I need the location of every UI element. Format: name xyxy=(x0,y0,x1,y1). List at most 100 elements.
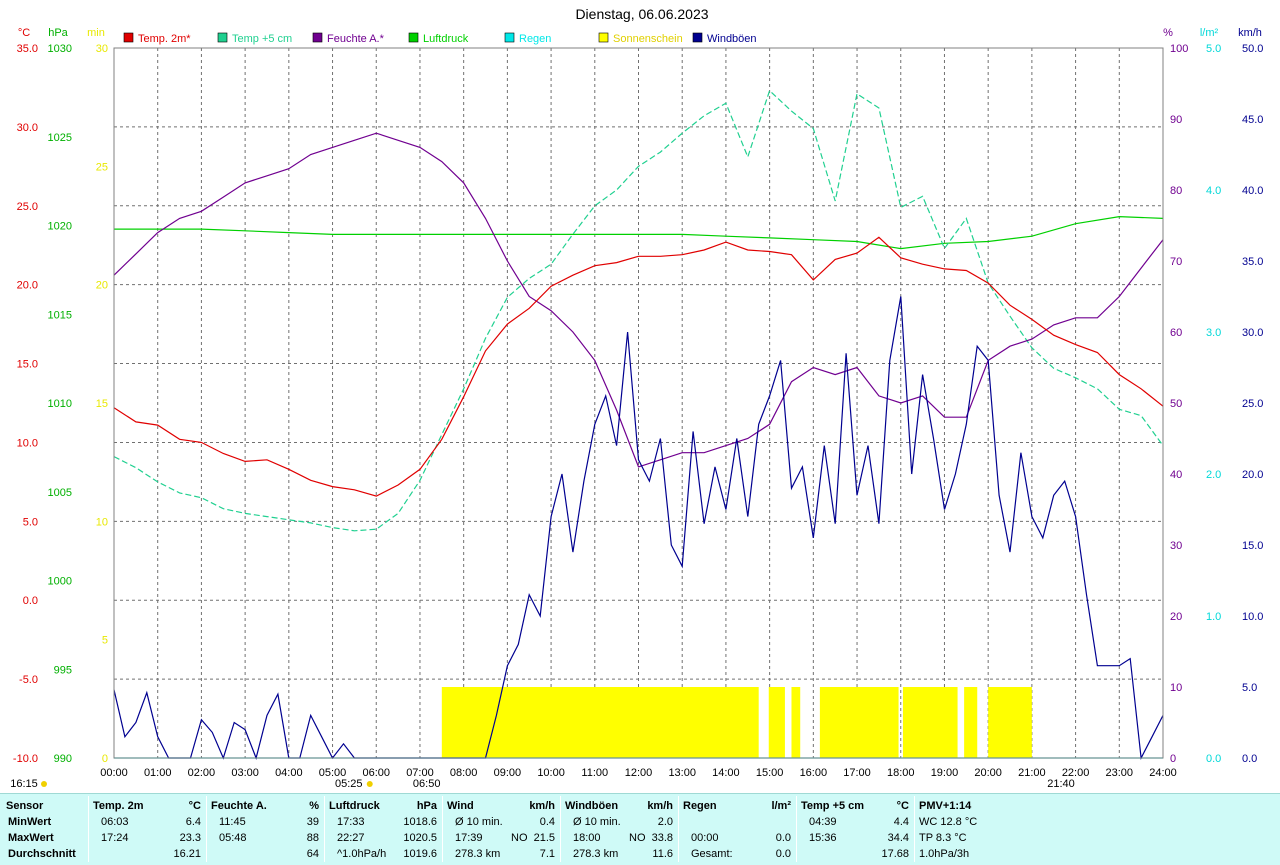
summary-col-wind: Wind km/h Ø 10 min. 0.4 17:39 NO 21.5 278.3 km 7… xyxy=(447,798,559,862)
wind-tick-label: 5.0 xyxy=(1242,682,1257,694)
temp-tick-label: 10.0 xyxy=(17,437,38,449)
humidity-tick-label: 30 xyxy=(1170,540,1182,552)
rain-tick-label: 5.0 xyxy=(1206,43,1221,55)
x-tick-label: 15:00 xyxy=(756,767,784,779)
temp-tick-label: 5.0 xyxy=(23,516,38,528)
summary-header: Luftdruck xyxy=(329,800,380,812)
x-tick-label: 16:00 xyxy=(800,767,828,779)
sun-icon xyxy=(366,781,373,787)
legend-swatch xyxy=(312,32,323,43)
x-tick-label: 22:00 xyxy=(1062,767,1090,779)
legend-label: Temp +5 cm xyxy=(232,33,292,45)
humidity-axis-unit: % xyxy=(1163,27,1173,39)
sunshine-bars xyxy=(441,687,1032,758)
sunshine-bar xyxy=(902,687,958,758)
chart-title: Dienstag, 06.06.2023 xyxy=(575,6,708,22)
legend-swatch xyxy=(504,32,515,43)
summary-unit: % xyxy=(309,800,319,812)
sun-moon-markers: 16:15 05:25 06:50 21:40 xyxy=(10,778,1075,790)
summary-header: Windböen xyxy=(565,800,619,812)
summary-unit: hPa xyxy=(416,800,437,812)
humidity-tick-label: 40 xyxy=(1170,469,1182,481)
series-line-luftdruck xyxy=(114,215,1164,250)
summary-separator xyxy=(914,796,915,862)
legend-label: Feuchte A.* xyxy=(327,33,385,45)
summary-value: 0.4 xyxy=(539,816,555,828)
summary-header: Sensor xyxy=(6,800,44,812)
sunshine-bar xyxy=(964,687,978,758)
summary-time: 17:33 xyxy=(337,816,365,828)
summary-time: 17:39 xyxy=(455,832,483,844)
humidity-tick-label: 50 xyxy=(1170,398,1182,410)
legend-label: Luftdruck xyxy=(423,33,469,45)
temp-tick-label: 35.0 xyxy=(17,43,38,55)
summary-unit: km/h xyxy=(647,800,673,812)
sunshine-bar xyxy=(441,687,759,758)
summary-col-temp2m: Temp. 2m °C 06:03 6.4 17:24 23.3 16.21 xyxy=(93,798,205,862)
summary-separator xyxy=(678,796,679,862)
summary-value: 88 xyxy=(306,832,319,844)
summary-time: 04:39 xyxy=(809,816,837,828)
summary-value: 4.4 xyxy=(893,816,909,828)
summary-header: Temp. 2m xyxy=(93,800,144,812)
sun-tick-label: 0 xyxy=(102,753,108,765)
x-tick-label: 12:00 xyxy=(625,767,653,779)
summary-time: WC 12.8 °C xyxy=(919,816,978,828)
axis-unit-labels: °C hPa min% l/m² km/h xyxy=(18,27,1262,39)
sunrise-label: 05:25 xyxy=(335,778,363,790)
summary-separator xyxy=(324,796,325,862)
summary-col-pmv: PMV+1:14 WC 12.8 °C TP 8.3 °C 1.0hPa/3h xyxy=(919,798,1039,862)
sun-tick-label: 20 xyxy=(96,280,108,292)
temp-tick-label: 30.0 xyxy=(17,122,38,134)
summary-separator xyxy=(88,796,89,862)
pressure-tick-label: 995 xyxy=(54,664,72,676)
summary-table: Sensor MinWert MaxWert Durchschnitt Temp. 2m… xyxy=(0,793,1280,865)
summary-row-label: MaxWert xyxy=(8,832,54,844)
humidity-tick-label: 60 xyxy=(1170,327,1182,339)
sun-tick-label: 15 xyxy=(96,398,108,410)
humidity-tick-label: 80 xyxy=(1170,185,1182,197)
legend-label: Temp. 2m* xyxy=(138,33,191,45)
summary-time: ^1.0hPa/h xyxy=(337,848,387,860)
pressure-tick-label: 1010 xyxy=(48,398,72,410)
summary-value: 0.0 xyxy=(775,848,791,860)
summary-separator xyxy=(442,796,443,862)
summary-time: 06:03 xyxy=(101,816,129,828)
x-tick-label: 19:00 xyxy=(931,767,959,779)
x-tick-label: 05:00 xyxy=(319,767,347,779)
x-tick-label: 02:00 xyxy=(188,767,216,779)
legend: Temp. 2m* Temp +5 cm Feuchte A.* Luftdruck R… xyxy=(123,32,757,45)
summary-header: Feuchte A. xyxy=(211,800,267,812)
summary-value: 39 xyxy=(306,816,319,828)
sun-tick-label: 10 xyxy=(96,516,108,528)
pressure-tick-label: 1030 xyxy=(48,43,72,55)
summary-col-gusts: Windböen km/h Ø 10 min. 2.0 18:00 NO 33.8 278.3… xyxy=(565,798,677,862)
wind-axis-unit: km/h xyxy=(1238,27,1262,39)
x-tick-label: 23:00 xyxy=(1106,767,1134,779)
summary-col-pressure: Luftdruck hPa 17:33 1018.6 22:27 1020.5 ^1.0hP… xyxy=(329,798,441,862)
pressure-tick-label: 1005 xyxy=(48,487,72,499)
summary-time: 18:00 xyxy=(573,832,601,844)
summary-col-temp5cm: Temp +5 cm °C 04:39 4.4 15:36 34.4 17.68 xyxy=(801,798,913,862)
summary-value: 1019.6 xyxy=(403,848,437,860)
x-tick-label: 24:00 xyxy=(1149,767,1177,779)
humidity-tick-label: 10 xyxy=(1170,682,1182,694)
temp-tick-label: 15.0 xyxy=(17,359,38,371)
rain-axis-unit: l/m² xyxy=(1200,27,1219,39)
pressure-tick-label: 1020 xyxy=(48,221,72,233)
summary-col-sensor: Sensor MinWert MaxWert Durchschnitt xyxy=(6,798,86,862)
x-tick-label: 01:00 xyxy=(144,767,172,779)
x-tick-label: 17:00 xyxy=(843,767,871,779)
x-tick-label: 04:00 xyxy=(275,767,303,779)
summary-time: Ø 10 min. xyxy=(455,816,503,828)
summary-value: 1018.6 xyxy=(403,816,437,828)
summary-direction: NO xyxy=(629,832,646,844)
wind-tick-label: 20.0 xyxy=(1242,469,1263,481)
legend-label: Sonnenschein xyxy=(613,33,683,45)
temp-tick-label: 20.0 xyxy=(17,280,38,292)
summary-header: PMV+1:14 xyxy=(919,800,972,812)
sunshine-bar xyxy=(988,687,1032,758)
summary-value: 16.21 xyxy=(173,848,201,860)
summary-time: 22:27 xyxy=(337,832,365,844)
summary-time: 15:36 xyxy=(809,832,837,844)
